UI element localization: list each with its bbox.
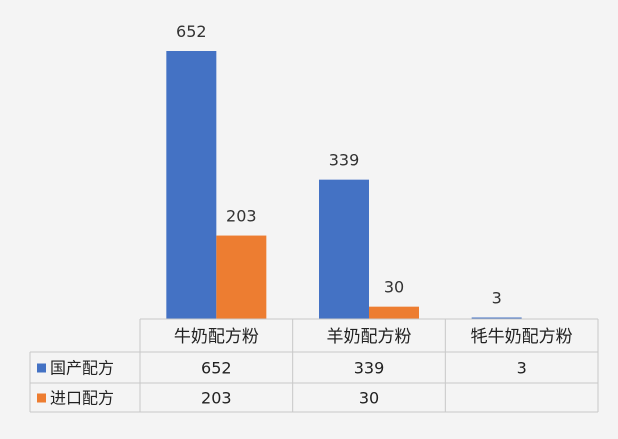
bar-1-2 [319,179,369,319]
category-label-3: 牦牛奶配方粉 [471,327,573,347]
bar-2-2 [369,306,419,319]
bar-2-1 [216,235,267,319]
legend-key-2 [37,393,46,403]
data-label-1-3: 3 [492,289,502,308]
category-label-1: 牛奶配方粉 [174,327,259,347]
data-label-2-2: 30 [384,278,404,297]
table-cell-1-3: 3 [517,359,527,378]
data-label-2-1: 203 [226,207,257,226]
bar-1-1 [166,51,217,319]
table-cell-2-2: 30 [359,389,379,408]
category-label-2: 羊奶配方粉 [327,327,412,347]
data-label-1-2: 339 [329,151,360,170]
legend-label-2: 进口配方 [50,389,114,408]
data-label-1-1: 652 [176,22,207,41]
bar-1-3 [471,317,522,319]
legend-key-1 [37,363,46,373]
table-cell-2-1: 203 [201,389,232,408]
table-cell-1-1: 652 [201,359,232,378]
legend-label-1: 国产配方 [50,359,114,378]
table-cell-1-2: 339 [354,359,385,378]
